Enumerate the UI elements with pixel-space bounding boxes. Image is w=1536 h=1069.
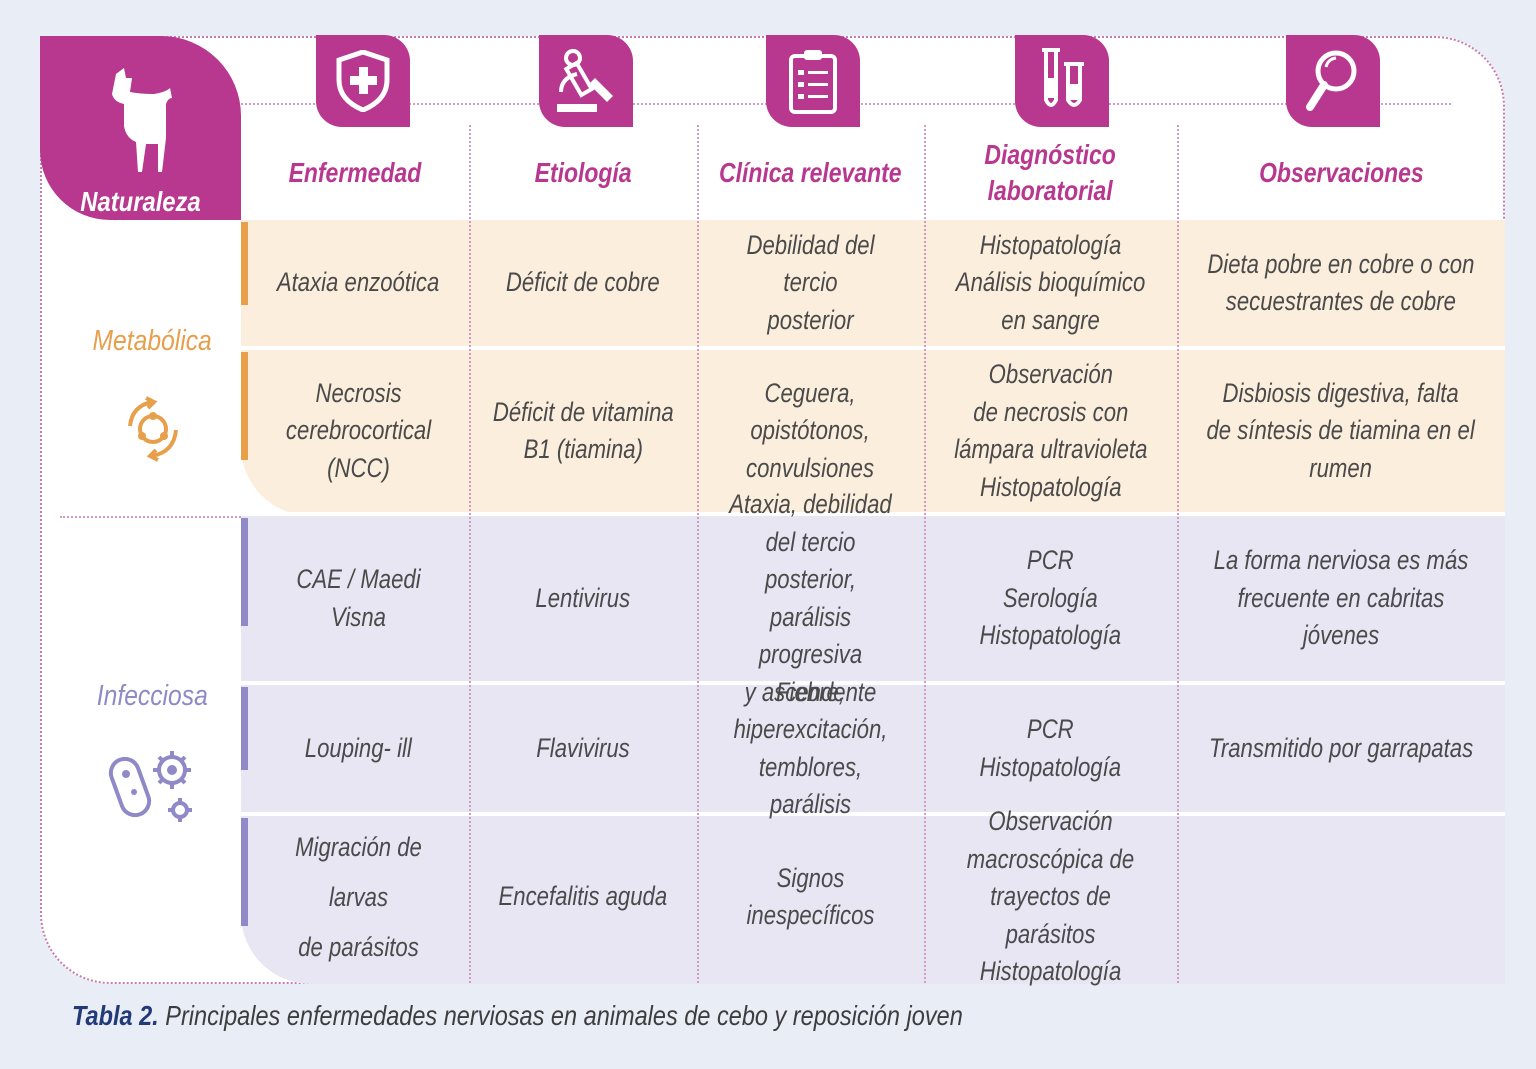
table-cell	[1177, 816, 1505, 978]
table-cell: La forma nerviosa es más frecuente en ca…	[1213, 545, 1469, 651]
column-header-clinical: Clínica relevante	[719, 156, 902, 188]
group-divider	[60, 516, 241, 518]
table-caption: Tabla 2. Principales enfermedades nervio…	[72, 1000, 1132, 1032]
row-separator	[241, 346, 1505, 350]
shield-plus-icon	[336, 50, 390, 112]
observations-header-icon	[1286, 35, 1380, 127]
row-separator	[241, 812, 1505, 816]
column-divider	[924, 125, 926, 983]
table-cell: Fiebre, hiperexcitación, temblores, pará…	[733, 676, 888, 820]
test-tubes-icon	[1042, 48, 1084, 107]
column-header-observations: Observaciones	[1258, 156, 1424, 188]
microbes-icon	[108, 751, 192, 822]
naturaleza-label: Naturaleza	[80, 186, 201, 217]
table-cell: Déficit de vitamina B1 (tiamina)	[492, 396, 674, 465]
goat-icon	[112, 68, 172, 172]
table-cell: Dieta pobre en cobre o con secuestrantes…	[1207, 248, 1475, 317]
infectious-accent	[241, 818, 248, 926]
naturaleza-header: Naturaleza	[40, 36, 241, 220]
column-divider	[1177, 125, 1179, 983]
column-header-etiology: Etiología	[534, 156, 632, 188]
table-cell: PCR Histopatología	[979, 714, 1122, 782]
table-cell: Observación de necrosis con lámpara ultr…	[953, 359, 1148, 502]
row-separator	[241, 512, 1505, 516]
table-cell: Debilidad del tercio posterior	[746, 229, 875, 335]
table-cell: Lentivirus	[535, 582, 631, 613]
table-cell: Flavivirus	[536, 732, 630, 763]
column-divider	[697, 125, 699, 983]
column-header-lab: Diagnóstico laboratorial	[984, 138, 1117, 206]
metabolic-accent	[241, 222, 248, 305]
cycle-icon	[128, 396, 178, 462]
column-divider	[469, 125, 471, 983]
table-cell: Ataxia, debilidad del tercio posterior, …	[729, 489, 892, 707]
table-cell: CAE / Maedi Visna	[296, 564, 421, 632]
table-cell: Ceguera, opistótonos, convulsiones	[746, 377, 875, 483]
metabolic-band	[241, 220, 1505, 516]
table-cell: Louping- ill	[304, 732, 413, 763]
table-cell: Ataxia enzoótica	[277, 267, 440, 298]
table-cell: Disbiosis digestiva, falta de síntesis d…	[1206, 377, 1476, 483]
table-cell: Observación macroscópica de trayectos de…	[966, 806, 1135, 987]
group-label-infectious: Infecciosa	[96, 680, 208, 712]
table-cell: Transmitido por garrapatas	[1208, 732, 1474, 763]
infectious-accent	[241, 518, 248, 626]
magnifier-icon	[1306, 50, 1357, 111]
caption-label: Tabla 2.	[72, 1000, 159, 1031]
table-cell: Signos inespecíficos	[746, 862, 875, 931]
metabolic-accent	[241, 352, 248, 460]
caption-text: Principales enfermedades nerviosas en an…	[165, 1000, 963, 1031]
table-cell: Encefalitis aguda	[498, 881, 668, 912]
clinical-header-icon	[766, 35, 860, 127]
table-cell: PCR Serología Histopatología	[979, 545, 1122, 651]
table-cell: Histopatología Análisis bioquímico en sa…	[955, 229, 1146, 335]
microscope-icon	[557, 49, 613, 112]
table-cell: Necrosis cerebrocortical (NCC)	[285, 377, 432, 483]
clipboard-icon	[789, 50, 837, 114]
group-label-metabolic: Metabólica	[92, 325, 213, 357]
lab-header-icon	[1015, 35, 1109, 127]
etiology-header-icon	[539, 35, 633, 127]
disease-header-icon	[316, 35, 410, 127]
table-cell: Migración de larvas de parásitos	[295, 832, 422, 962]
column-header-disease: Enfermedad	[288, 156, 422, 188]
table-cell: Déficit de cobre	[506, 267, 660, 298]
infectious-band	[241, 516, 1505, 984]
infectious-accent	[241, 687, 248, 770]
row-separator	[241, 681, 1505, 685]
